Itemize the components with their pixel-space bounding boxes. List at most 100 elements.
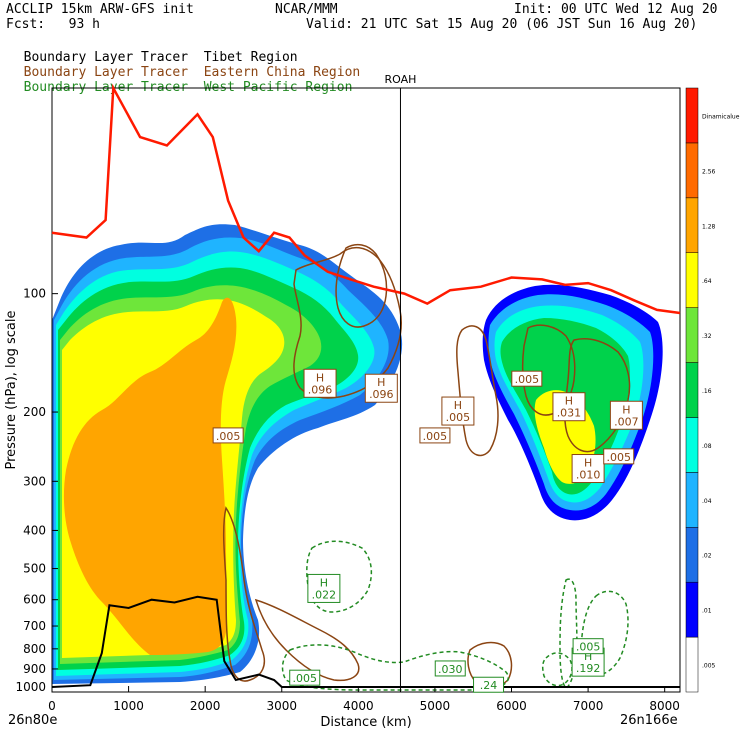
h-label-letter: H: [454, 399, 462, 412]
header-right2: Valid: 21 UTC Sat 15 Aug 20 (06 JST Sun …: [306, 17, 698, 32]
eastern-china-contour: [293, 246, 402, 399]
contour-label-box: [212, 427, 244, 444]
y-tick-label: 600: [23, 593, 46, 607]
tibet-field-orange: [63, 297, 237, 655]
x-tick-label: 0: [48, 699, 56, 713]
h-label-box: [364, 373, 398, 403]
h-label-letter: H: [377, 376, 385, 389]
y-tick-label: 200: [23, 405, 46, 419]
colorbar-swatch: [685, 636, 699, 693]
h-label-value: .096: [308, 383, 333, 396]
terrain-line: [51, 595, 680, 688]
y-tick-label: 400: [23, 523, 46, 537]
contour-label-value: .005: [576, 641, 601, 654]
contour-label-value: .005: [515, 373, 540, 386]
x-tick-label: 7000: [573, 699, 604, 713]
h-label-value: .096: [369, 388, 394, 401]
eastern-china-contour: [335, 243, 388, 328]
h-label-value: .022: [312, 588, 337, 601]
h-label-box: [609, 400, 643, 430]
west-pacific-contour: [281, 644, 509, 691]
x-tick-label: 4000: [343, 699, 374, 713]
colorbar-swatch: [685, 197, 699, 253]
legend-entry-tibet: Boundary Layer Tracer Tibet Region: [8, 35, 298, 65]
contour-label-value: .005: [606, 451, 631, 464]
x-end-label: 26n166e: [620, 713, 678, 728]
colorbar-swatch: [685, 527, 699, 583]
h-label-letter: H: [584, 457, 592, 470]
h-label-value: .010: [576, 469, 601, 482]
colorbar-label: .32: [702, 333, 712, 340]
colorbar-swatch: [685, 472, 699, 528]
colorbar-label: .01: [702, 608, 712, 615]
header-center1: NCAR/MMM: [275, 2, 338, 17]
colorbar-label: .64: [702, 278, 712, 285]
x-start-label: 26n80e: [8, 713, 57, 728]
colorbar-swatch: [685, 417, 699, 473]
y-tick-label: 700: [23, 619, 46, 633]
legend-prefix: Boundary Layer Tracer: [23, 50, 189, 65]
x-tick-label: 5000: [420, 699, 451, 713]
x-tick-label: 6000: [496, 699, 527, 713]
h-label-letter: H: [565, 395, 573, 408]
contour-label-box: [603, 448, 635, 465]
h-label-box: [552, 392, 586, 422]
colorbar-label: Dinamicalue: [702, 113, 740, 120]
eastern-china-contour: [564, 338, 631, 453]
h-label-letter: H: [316, 371, 324, 384]
colorbar-swatch: [685, 87, 699, 144]
contour-label-value: .030: [438, 663, 463, 676]
y-tick-label: 1000: [15, 680, 46, 694]
x-axis-label: Distance (km): [320, 715, 411, 730]
h-label-box: [303, 368, 337, 398]
y-tick-label: 300: [23, 474, 46, 488]
legend-name: Eastern China Region: [203, 65, 361, 80]
h-label-letter: H: [622, 403, 630, 416]
contour-label-value: .005: [423, 430, 448, 443]
x-tick-label: 1000: [113, 699, 144, 713]
contour-label-box: [289, 669, 321, 686]
colorbar-label: 1.28: [702, 223, 716, 230]
colorbar-label: .005: [702, 663, 716, 670]
west-pacific-contour: [541, 652, 573, 687]
colorbar-label: .08: [702, 443, 712, 450]
eastern-china-contour: [456, 325, 499, 457]
header-left2: Fcst: 93 h: [6, 17, 100, 32]
eastern-china-contour: [254, 598, 360, 682]
y-tick-label: 900: [23, 662, 46, 676]
tropopause-line: [51, 83, 681, 315]
h-label-letter: H: [584, 650, 592, 663]
h-label-value: .007: [614, 415, 639, 428]
west-pacific-contour: [559, 578, 578, 689]
colorbar-swatch: [685, 581, 699, 638]
x-tick-label: 8000: [649, 699, 680, 713]
h-label-box: [307, 573, 341, 603]
colorbar-swatch: [685, 362, 699, 418]
eastern-china-contour: [222, 506, 266, 682]
h-label-value: .192: [576, 662, 601, 675]
colorbar-swatch: [685, 307, 699, 363]
colorbar-swatch: [685, 252, 699, 308]
x-tick-label: 3000: [266, 699, 297, 713]
plot-frame: [51, 87, 681, 693]
y-tick-label: 500: [23, 562, 46, 576]
colorbar-label: .04: [702, 498, 712, 505]
west-pacific-contour: [580, 590, 629, 676]
contour-label-box: [473, 676, 505, 693]
colorbar-swatch: [685, 142, 699, 199]
y-axis-label: Pressure (hPa), log scale: [4, 311, 19, 470]
h-label-box: [441, 396, 475, 426]
roah-marker-label: ROAH: [385, 73, 417, 86]
contour-label-box: [434, 660, 466, 677]
h-label-letter: H: [320, 576, 328, 589]
colorbar-label: .02: [702, 553, 712, 560]
contour-label-value: .005: [292, 672, 317, 685]
legend-prefix: Boundary Layer Tracer: [23, 65, 189, 80]
header-right1: Init: 00 UTC Wed 12 Aug 20: [514, 2, 718, 17]
legend-name: Tibet Region: [203, 50, 298, 65]
contour-label-box: [419, 427, 451, 444]
contour-label-value: .24: [480, 679, 498, 692]
header-left1: ACCLIP 15km ARW-GFS init: [6, 2, 194, 17]
y-tick-label: 100: [23, 287, 46, 301]
